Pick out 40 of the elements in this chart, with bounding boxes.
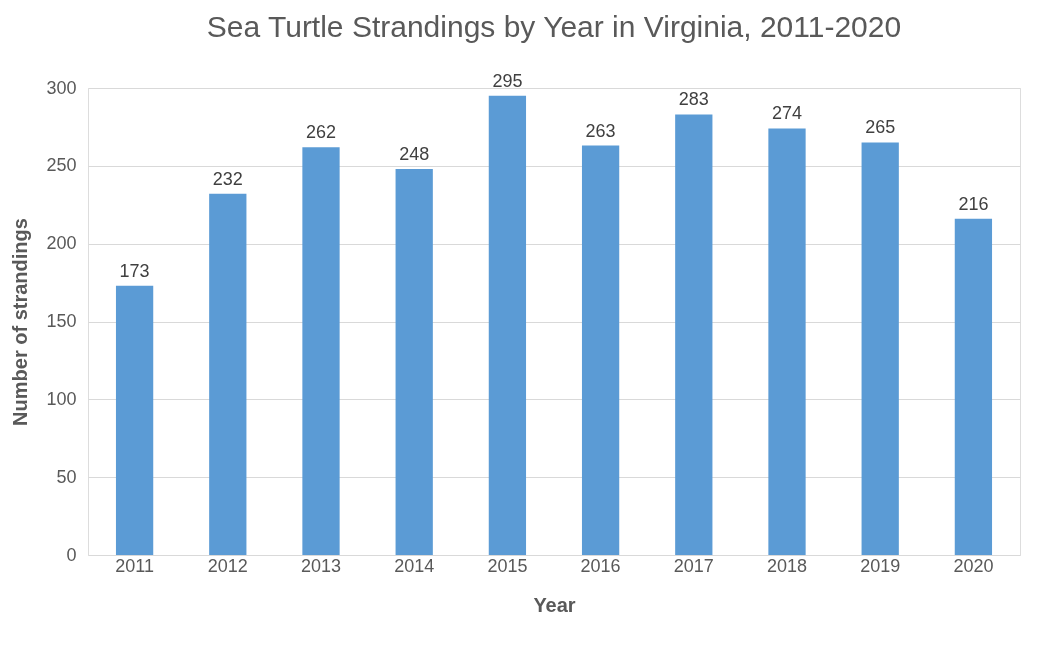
data-label: 173: [119, 260, 150, 281]
y-tick-label: 50: [56, 466, 77, 487]
y-tick-label: 300: [46, 77, 77, 98]
data-label: 262: [305, 122, 337, 143]
x-tick-label: 2019: [860, 555, 901, 576]
y-tick-label: 0: [66, 544, 77, 565]
x-tick-label: 2012: [207, 555, 248, 576]
bar: [768, 128, 806, 555]
y-tick-label: 100: [46, 388, 77, 409]
bar: [675, 114, 713, 555]
y-tick-label: 250: [46, 155, 77, 176]
bar: [209, 193, 247, 555]
chart-title: Sea Turtle Strandings by Year in Virginia, 2011-2020: [206, 9, 902, 43]
bar: [115, 285, 154, 555]
data-label: 295: [492, 70, 523, 91]
bar: [488, 95, 527, 555]
data-label: 263: [585, 120, 616, 141]
x-tick-label: 2011: [115, 555, 154, 576]
y-tick-label: 200: [46, 233, 77, 254]
x-axis-title: Year: [533, 593, 576, 616]
data-label: 216: [958, 193, 989, 214]
data-label: 274: [771, 103, 803, 124]
x-tick-label: 2016: [580, 555, 621, 576]
x-tick-label: 2015: [487, 555, 528, 576]
bar: [302, 147, 340, 555]
bar: [581, 145, 620, 555]
bar: [395, 168, 433, 555]
y-tick-label: 150: [46, 311, 77, 331]
bar: [861, 142, 899, 555]
data-label: 248: [399, 143, 430, 164]
x-tick-label: 2017: [673, 555, 714, 576]
data-label: 265: [865, 117, 896, 138]
y-axis-title: Number of strandings: [9, 218, 32, 426]
x-tick-label: 2014: [394, 555, 435, 576]
data-label: 232: [212, 168, 243, 189]
x-tick-label: 2018: [766, 555, 808, 576]
bar: [954, 218, 993, 555]
x-tick-label: 2020: [953, 555, 994, 576]
x-tick-label: 2013: [300, 555, 342, 576]
data-label: 283: [678, 89, 709, 110]
